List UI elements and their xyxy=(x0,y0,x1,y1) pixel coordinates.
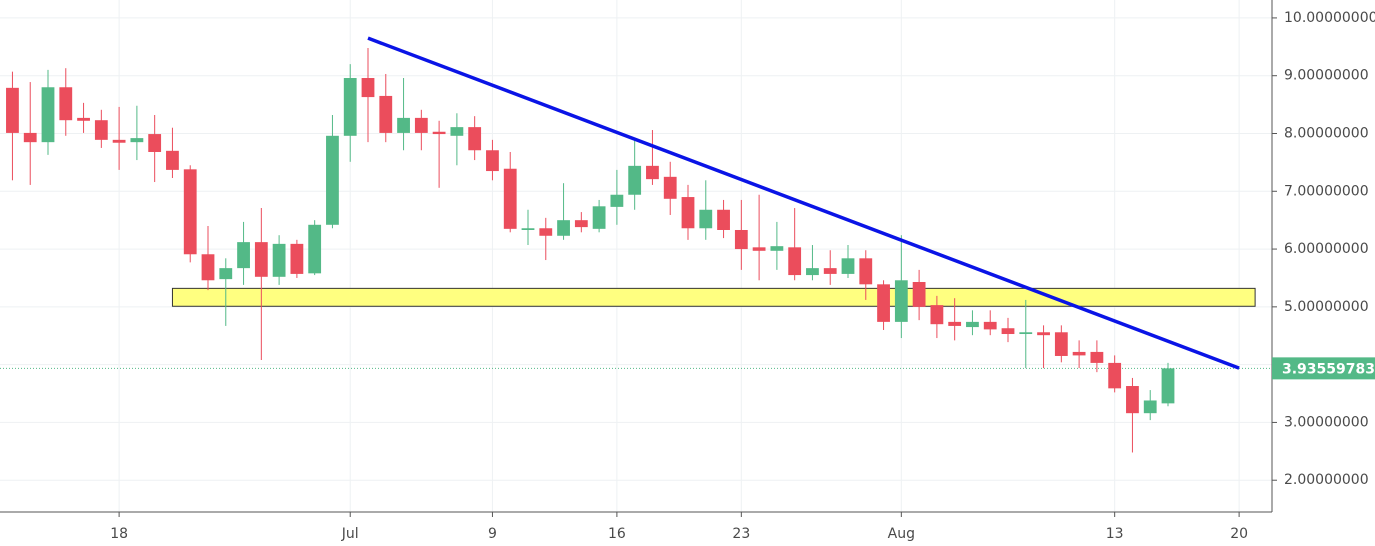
candle-body xyxy=(326,135,339,225)
candle-body xyxy=(414,117,428,133)
candle-body xyxy=(1108,362,1122,389)
x-tick-label: Jul xyxy=(341,526,359,542)
candle-body xyxy=(272,243,286,277)
candle-body xyxy=(1072,351,1086,356)
candle-body xyxy=(770,246,784,251)
candle-body xyxy=(6,87,19,133)
candle-body xyxy=(894,280,908,322)
candle-body xyxy=(646,165,659,180)
x-tick-label: 16 xyxy=(608,526,626,542)
candle-body xyxy=(628,165,642,195)
candle-body xyxy=(1001,328,1015,335)
candle-body xyxy=(254,242,268,277)
candle-body xyxy=(681,197,695,229)
candle-body xyxy=(343,78,357,136)
candle-body xyxy=(841,258,855,274)
candle-body xyxy=(806,268,819,276)
candle-body xyxy=(219,268,233,280)
candle-body xyxy=(1126,386,1139,414)
x-tick-label: 20 xyxy=(1230,526,1248,542)
candle-body xyxy=(539,228,553,236)
candle-body xyxy=(983,321,997,330)
candle-body xyxy=(503,168,517,229)
candle-body xyxy=(1161,368,1175,404)
candle-body xyxy=(930,305,944,325)
y-tick-label: 9.00000000 xyxy=(1284,68,1369,84)
price-tag-label: 3.93559783 xyxy=(1282,361,1375,377)
candle-body xyxy=(966,321,979,328)
candle-body xyxy=(112,139,126,143)
candle-body xyxy=(183,169,197,255)
candle-body xyxy=(432,131,446,135)
candle-body xyxy=(592,206,606,229)
candle-body xyxy=(237,242,250,269)
x-tick-label: 18 xyxy=(110,526,128,542)
candle-body xyxy=(734,229,748,250)
x-tick-label: Aug xyxy=(888,526,915,542)
candle-body xyxy=(663,176,677,199)
candle-body xyxy=(379,95,393,133)
candle-body xyxy=(752,247,766,251)
candle-body xyxy=(130,138,144,143)
candle-body xyxy=(59,87,73,121)
candle-body xyxy=(290,243,304,274)
candle-body xyxy=(1037,332,1050,336)
trendline xyxy=(367,36,1240,370)
candle-body xyxy=(94,120,108,140)
candle-body xyxy=(201,254,215,281)
candle-body xyxy=(610,194,624,207)
price-tag xyxy=(1272,357,1375,380)
candle-body xyxy=(450,127,464,136)
candle-body xyxy=(1090,351,1104,363)
y-tick-label: 8.00000000 xyxy=(1284,125,1369,141)
candle-body xyxy=(717,209,730,230)
candle-body xyxy=(823,268,837,274)
candle-body xyxy=(148,134,162,152)
candle-body xyxy=(948,321,962,326)
candle-body xyxy=(1143,400,1157,414)
candle-body xyxy=(468,127,482,151)
x-tick-label: 9 xyxy=(488,526,497,542)
candle-body xyxy=(308,224,322,274)
candle-body xyxy=(41,87,55,143)
y-tick-label: 6.00000000 xyxy=(1284,241,1369,257)
candle-body xyxy=(397,117,410,133)
support-zone xyxy=(171,287,1256,307)
candle-body xyxy=(859,258,873,285)
x-tick-label: 13 xyxy=(1106,526,1124,542)
candle-body xyxy=(77,117,90,121)
candle-body xyxy=(912,282,926,307)
candle-body xyxy=(486,150,499,172)
y-tick-label: 10.00000000 xyxy=(1284,10,1375,26)
candle-body xyxy=(166,150,179,170)
candle-body xyxy=(557,220,570,236)
y-tick-label: 2.00000000 xyxy=(1284,472,1369,488)
candle-body xyxy=(699,209,713,229)
candle-body xyxy=(521,228,535,230)
y-tick-label: 7.00000000 xyxy=(1284,183,1369,199)
candle-body xyxy=(1019,332,1033,335)
y-tick-label: 3.00000000 xyxy=(1284,414,1369,430)
candle-body xyxy=(361,78,375,98)
x-tick-label: 23 xyxy=(732,526,750,542)
candle-body xyxy=(788,247,802,276)
candle-body xyxy=(574,220,588,228)
y-tick-label: 5.00000000 xyxy=(1284,299,1369,315)
candle-body xyxy=(1054,332,1068,356)
candle-body xyxy=(23,132,37,143)
candle-body xyxy=(877,284,890,322)
